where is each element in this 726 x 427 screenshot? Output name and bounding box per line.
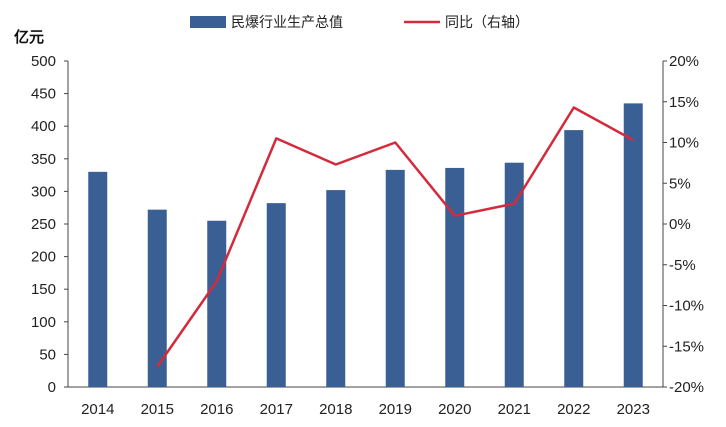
- yoy-line: [156, 106, 634, 368]
- legend: 民爆行业生产总值 同比（右轴）: [190, 15, 529, 31]
- left-tick-label: 450: [31, 86, 56, 103]
- left-tick-label: 100: [31, 314, 56, 331]
- x-tick-label: 2018: [319, 401, 352, 418]
- legend-bar-label: 民爆行业生产总值: [231, 15, 343, 31]
- bar: [88, 171, 108, 387]
- x-tick-label: 2017: [260, 401, 293, 418]
- x-tick-label: 2021: [498, 401, 531, 418]
- bar: [445, 167, 465, 387]
- x-tick-label: 2022: [557, 401, 590, 418]
- y-axis-unit: 亿元: [14, 28, 44, 46]
- bar: [385, 169, 405, 387]
- axes: [64, 60, 667, 388]
- right-tick-label: -15%: [669, 338, 704, 355]
- left-tick-label: 400: [31, 118, 56, 135]
- bar: [564, 130, 584, 387]
- tick-labels: 0 50 100 150 200 250 300 350 400 450 500 -20% -15% -1…: [31, 53, 704, 418]
- right-tick-label: -20%: [669, 379, 704, 396]
- right-tick-label: -10%: [669, 298, 704, 315]
- right-tick-label: 0%: [669, 216, 691, 233]
- left-tick-label: 0: [48, 379, 56, 396]
- x-tick-label: 2020: [438, 401, 471, 418]
- left-tick-label: 200: [31, 249, 56, 266]
- bar: [147, 209, 167, 387]
- x-tick-label: 2019: [379, 401, 412, 418]
- right-tick-label: 20%: [669, 53, 699, 70]
- right-tick-label: 5%: [669, 175, 691, 192]
- x-tick-label: 2016: [200, 401, 233, 418]
- bar: [623, 103, 643, 387]
- legend-bar-swatch: [190, 16, 226, 28]
- x-tick-label: 2015: [141, 401, 174, 418]
- bar: [326, 190, 346, 387]
- left-tick-label: 500: [31, 53, 56, 70]
- left-tick-label: 300: [31, 183, 56, 200]
- left-tick-label: 50: [39, 346, 56, 363]
- bar: [504, 162, 524, 387]
- bar-series: [88, 103, 643, 387]
- left-tick-label: 150: [31, 281, 56, 298]
- right-tick-label: 10%: [669, 135, 699, 152]
- right-tick-label: 15%: [669, 94, 699, 111]
- left-tick-label: 250: [31, 216, 56, 233]
- left-tick-label: 350: [31, 151, 56, 168]
- x-tick-label: 2023: [617, 401, 650, 418]
- line-series: [156, 106, 634, 368]
- x-tick-label: 2014: [81, 401, 114, 418]
- bar: [266, 203, 286, 387]
- right-tick-label: -5%: [669, 257, 696, 274]
- bar: [207, 220, 227, 387]
- legend-line-label: 同比（右轴）: [445, 15, 529, 31]
